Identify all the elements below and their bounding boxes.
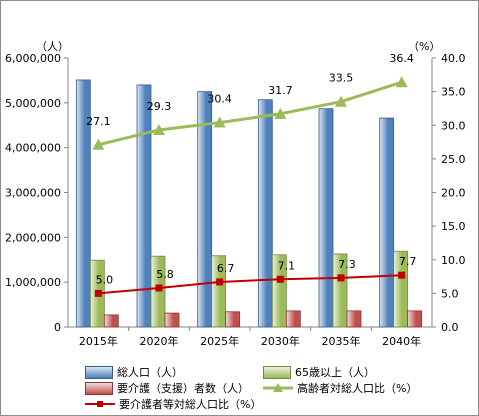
bar-aged-65 [211,255,227,328]
marker-elderly-ratio [92,138,105,150]
bar-total-population [136,84,152,328]
marker-care-ratio [398,271,406,279]
marker-elderly-ratio [274,107,287,119]
legend-label-care-recipients: 要介護（支援）者数（人） [117,382,249,395]
right-tick-label: 15.0 [441,220,466,233]
data-label-care-ratio: 7.1 [278,259,296,272]
bar-care-recipients [225,311,241,328]
data-label-care-ratio: 7.7 [399,255,417,268]
marker-elderly-ratio [395,76,408,88]
left-tick-label: 1,000,000 [5,276,61,289]
data-label-elderly-ratio: 33.5 [329,72,354,85]
data-label-care-ratio: 7.3 [338,258,356,271]
right-tick-label: 40.0 [441,52,466,65]
left-tick-label: 3,000,000 [5,187,61,200]
legend-item-care-ratio: 要介護者等対総人口比（%） [85,395,261,413]
x-tick-label: 2020年 [140,334,179,348]
right-tick-label: 5.0 [441,287,459,300]
bar-total-population [197,91,213,328]
legend-label-care-ratio: 要介護者等対総人口比（%） [119,398,262,411]
right-tick-label: 35.0 [441,86,466,99]
data-label-care-ratio: 6.7 [217,262,235,275]
bar-total-population [379,117,395,328]
left-tick-label: 6,000,000 [5,52,61,65]
bar-aged-65 [271,254,287,328]
right-tick-label: 20.0 [441,187,466,200]
bar-care-recipients [164,312,180,328]
marker-care-ratio [216,278,224,286]
legend-swatch-red-bar [85,381,113,395]
x-tick-label: 2025年 [200,334,239,348]
legend-item-elderly-ratio: 高齢者対総人口比（%） [263,379,417,397]
marker-care-ratio [155,284,163,292]
legend-item-total-population: 総人口（人） [85,363,183,381]
left-tick-label: 0 [54,321,61,334]
legend: 総人口（人） 65歳以上（人） 要介護（支援）者数（人） 高齢者対総人口比（%）… [0,357,479,415]
marker-elderly-ratio [335,95,347,107]
legend-swatch-green-bar [263,365,291,379]
legend-swatch-green-triangle-line [263,383,293,392]
legend-label-elderly-ratio: 高齢者対総人口比（%） [297,382,418,395]
legend-swatch-red-square-line [85,401,115,407]
legend-swatch-blue-bar [85,365,113,379]
right-tick-label: 0.0 [441,321,459,334]
right-tick-label: 25.0 [441,153,466,166]
bar-care-recipients [407,310,423,328]
data-label-elderly-ratio: 36.4 [389,52,414,65]
data-label-elderly-ratio: 30.4 [207,93,232,106]
marker-care-ratio [94,289,102,297]
left-tick-label: 5,000,000 [5,97,61,110]
left-axis-unit: （人） [36,40,69,53]
bar-aged-65 [332,253,348,328]
x-tick-label: 2030年 [261,334,300,348]
legend-item-aged-65: 65歳以上（人） [263,363,375,381]
bar-aged-65 [393,250,409,328]
bar-aged-65 [150,255,166,328]
bar-total-population [318,108,334,328]
left-tick-label: 4,000,000 [5,142,61,155]
combo-chart: 0 1,000,000 2,000,000 3,000,000 4,000,000 5,0… [5,40,466,348]
data-label-elderly-ratio: 29.3 [147,100,172,113]
legend-item-care-recipients: 要介護（支援）者数（人） [85,379,249,397]
bar-total-population [75,79,91,328]
bar-total-population [257,99,273,328]
right-axis-unit: （%） [408,40,440,53]
x-tick-label: 2035年 [322,334,361,348]
marker-care-ratio [276,275,284,283]
line-elderly-ratio [97,80,403,147]
bar-care-recipients [285,310,301,328]
marker-elderly-ratio [213,116,226,128]
right-tick-label: 30.0 [441,119,466,132]
right-tick-label: 10.0 [441,254,466,267]
bar-care-recipients [346,310,362,328]
left-tick-label: 2,000,000 [5,231,61,244]
data-label-elderly-ratio: 31.7 [268,84,293,97]
data-label-care-ratio: 5.8 [156,268,174,281]
legend-label-total-population: 総人口（人） [117,366,183,379]
marker-care-ratio [337,274,345,282]
marker-elderly-ratio [153,123,165,135]
legend-label-aged-65: 65歳以上（人） [295,366,375,379]
x-tick-label: 2015年 [79,334,118,348]
data-label-care-ratio: 5.0 [96,273,114,286]
data-label-elderly-ratio: 27.1 [86,115,111,128]
line-care-ratio [98,274,402,295]
bar-care-recipients [103,314,119,328]
x-tick-label: 2040年 [382,334,421,348]
